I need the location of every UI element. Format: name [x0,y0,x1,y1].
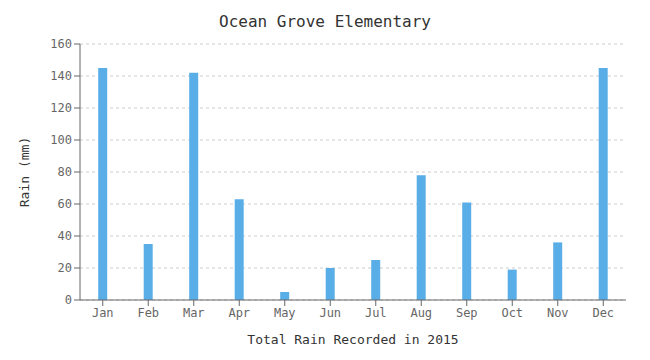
svg-text:0: 0 [65,293,72,307]
svg-text:40: 40 [58,229,72,243]
svg-text:Jan: Jan [92,306,114,320]
svg-text:Apr: Apr [228,306,250,320]
svg-text:May: May [274,306,296,320]
svg-text:100: 100 [50,133,72,147]
svg-text:Jul: Jul [365,306,387,320]
svg-text:Nov: Nov [547,306,569,320]
svg-text:Mar: Mar [183,306,205,320]
svg-text:Oct: Oct [501,306,523,320]
svg-text:20: 20 [58,261,72,275]
html-text:Ocean Grove Elementary: Ocean Grove Elementary [219,12,431,31]
svg-text:80: 80 [58,165,72,179]
svg-text:140: 140 [50,69,72,83]
svg-text:Aug: Aug [410,306,432,320]
svg-text:160: 160 [50,37,72,51]
svg-text:Dec: Dec [592,306,614,320]
svg-text:60: 60 [58,197,72,211]
svg-text:Rain (mm): Rain (mm) [17,137,32,207]
svg-text:Sep: Sep [456,306,478,320]
svg-text:Feb: Feb [137,306,159,320]
svg-text:Total Rain Recorded in 2015: Total Rain Recorded in 2015 [247,332,458,347]
svg-text:Jun: Jun [319,306,341,320]
svg-text:120: 120 [50,101,72,115]
